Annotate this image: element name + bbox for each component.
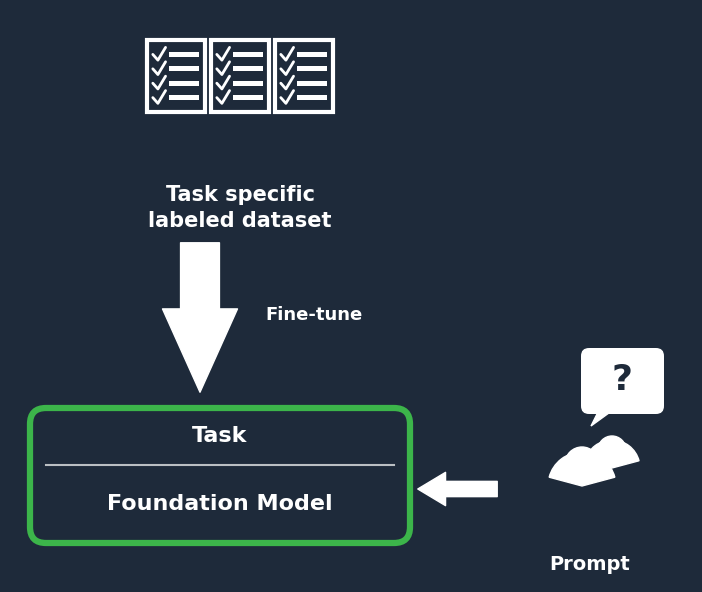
- FancyArrowPatch shape: [162, 243, 237, 392]
- FancyBboxPatch shape: [169, 66, 199, 71]
- FancyBboxPatch shape: [169, 95, 199, 100]
- FancyBboxPatch shape: [169, 81, 199, 86]
- Text: Task specific
labeled dataset: Task specific labeled dataset: [148, 185, 332, 231]
- FancyArrowPatch shape: [418, 472, 497, 506]
- FancyBboxPatch shape: [297, 52, 327, 57]
- FancyBboxPatch shape: [211, 40, 269, 112]
- FancyBboxPatch shape: [297, 95, 327, 100]
- FancyBboxPatch shape: [169, 52, 199, 57]
- Text: Foundation Model: Foundation Model: [107, 494, 333, 514]
- FancyBboxPatch shape: [581, 348, 664, 414]
- Wedge shape: [585, 440, 639, 468]
- FancyBboxPatch shape: [233, 66, 263, 71]
- Circle shape: [598, 436, 626, 464]
- Polygon shape: [591, 410, 613, 426]
- Wedge shape: [549, 452, 615, 486]
- FancyBboxPatch shape: [275, 40, 333, 112]
- FancyBboxPatch shape: [233, 52, 263, 57]
- FancyBboxPatch shape: [233, 81, 263, 86]
- FancyBboxPatch shape: [30, 408, 410, 543]
- Text: ?: ?: [612, 363, 633, 397]
- Text: Fine-tune: Fine-tune: [265, 306, 362, 324]
- FancyBboxPatch shape: [297, 66, 327, 71]
- FancyBboxPatch shape: [297, 81, 327, 86]
- FancyBboxPatch shape: [147, 40, 205, 112]
- Text: Prompt: Prompt: [550, 555, 630, 574]
- Text: Task: Task: [192, 426, 248, 446]
- Circle shape: [565, 447, 599, 481]
- FancyBboxPatch shape: [233, 95, 263, 100]
